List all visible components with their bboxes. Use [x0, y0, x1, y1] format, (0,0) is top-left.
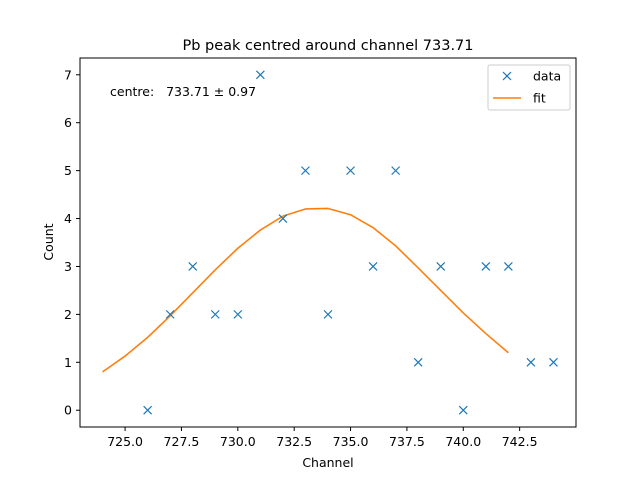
data-point: [503, 262, 513, 271]
x-tick-label: 737.5: [389, 434, 425, 449]
y-tick-label: 4: [64, 211, 72, 226]
data-point: [526, 357, 536, 367]
data-point: [368, 262, 378, 271]
legend-data-label: data: [533, 69, 561, 84]
x-tick-label: 742.5: [502, 434, 538, 449]
data-point: [210, 309, 220, 319]
x-tick-label: 732.5: [276, 434, 312, 449]
plot-area: [79, 57, 577, 428]
data-point: [278, 214, 288, 223]
legend: data fit: [487, 64, 571, 111]
y-tick-label: 6: [64, 115, 72, 130]
data-point: [301, 166, 310, 176]
x-tick-label: 740.0: [445, 434, 481, 449]
x-tick-label: 727.5: [164, 434, 200, 449]
y-axis-ticks: 0 1 2 3 4 5 6 7: [64, 67, 80, 418]
data-point: [549, 357, 558, 367]
y-tick-label: 3: [64, 259, 72, 274]
x-tick-label: 730.0: [220, 434, 256, 449]
data-point: [143, 405, 153, 415]
x-axis-ticks: 725.0 727.5 730.0 732.5 735.0 737.5 740.0 742.5: [107, 427, 538, 449]
x-tick-label: 725.0: [107, 434, 143, 449]
data-point: [165, 309, 175, 319]
y-tick-label: 2: [64, 307, 72, 322]
x-tick-label: 735.0: [333, 434, 369, 449]
series-layer: [102, 70, 558, 415]
fit-annotation: centre: 733.71 ± 0.97: [110, 84, 256, 99]
legend-data-marker: [502, 71, 512, 81]
y-tick-label: 1: [64, 355, 72, 370]
data-point: [188, 262, 198, 271]
data-point: [346, 166, 355, 176]
axes-frame: [79, 57, 577, 428]
data-point: [481, 262, 491, 271]
x-axis-label: Channel: [302, 455, 353, 470]
y-tick-label: 0: [64, 403, 72, 418]
legend-fit-label: fit: [533, 91, 546, 106]
data-point: [413, 357, 423, 367]
data-point: [255, 70, 265, 80]
y-tick-label: 7: [64, 67, 72, 82]
data-point: [233, 309, 243, 319]
data-point: [391, 166, 401, 176]
fit-line: [102, 207, 509, 373]
data-point: [323, 309, 333, 319]
y-tick-label: 5: [64, 163, 72, 178]
chart-title: Pb peak centred around channel 733.71: [182, 38, 473, 54]
data-point: [436, 262, 446, 271]
data-point: [458, 405, 468, 415]
y-axis-label: Count: [41, 223, 56, 260]
